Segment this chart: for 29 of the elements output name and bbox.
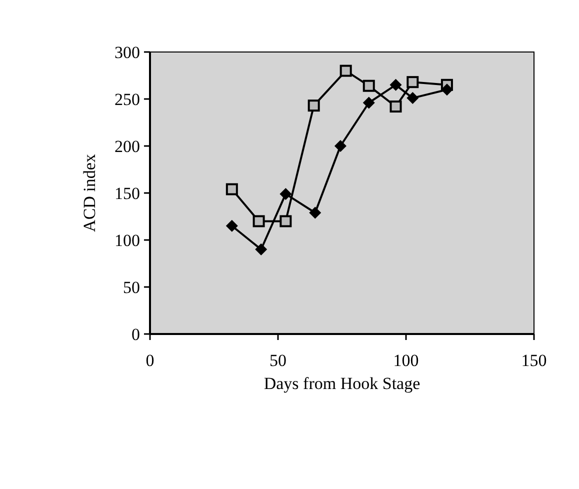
point xyxy=(406,76,419,88)
point xyxy=(390,100,402,113)
point xyxy=(362,96,375,109)
point xyxy=(252,215,265,228)
point xyxy=(334,140,346,152)
y-tick-label: 50 xyxy=(123,278,140,297)
point xyxy=(280,215,292,228)
y-tick-label: 100 xyxy=(114,230,140,250)
point xyxy=(226,183,238,196)
x-axis-title: Days from Hook Stage xyxy=(264,374,420,393)
y-tick-label: 150 xyxy=(114,184,140,203)
x-tick-label: 0 xyxy=(146,351,154,370)
point xyxy=(362,80,375,92)
point xyxy=(308,100,320,112)
x-tick-label: 150 xyxy=(521,351,547,370)
point xyxy=(226,220,238,232)
point xyxy=(340,64,352,77)
x-tick-label: 100 xyxy=(393,351,419,370)
y-tick-label: 200 xyxy=(114,136,140,156)
point xyxy=(309,206,322,219)
point xyxy=(406,92,419,104)
y-tick-label: 250 xyxy=(114,90,140,109)
y-tick-label: 0 xyxy=(132,324,140,344)
y-tick-label: 300 xyxy=(114,42,140,62)
x-tick-label: 50 xyxy=(270,351,286,370)
y-axis-title: ACD index xyxy=(80,154,99,232)
point xyxy=(280,188,292,200)
point xyxy=(390,78,402,91)
point xyxy=(255,243,268,256)
